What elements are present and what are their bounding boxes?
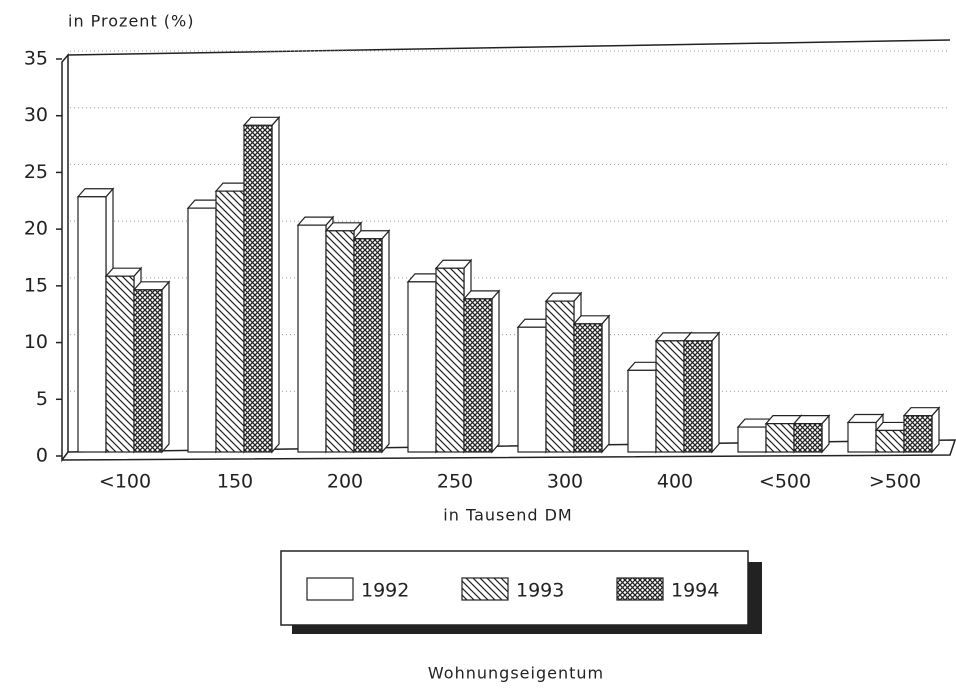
bar bbox=[215, 190, 245, 453]
x-tick-label: <500 bbox=[759, 471, 811, 493]
bar bbox=[793, 423, 823, 453]
y-tick-label: 5 bbox=[36, 388, 48, 410]
bar-side bbox=[271, 115, 280, 454]
legend-label: 1992 bbox=[361, 580, 409, 602]
y-tick-label: 35 bbox=[24, 48, 48, 70]
bar-top bbox=[462, 290, 501, 300]
y-axis-label: in Prozent (%) bbox=[68, 12, 194, 31]
bar bbox=[903, 415, 933, 453]
bar-top bbox=[132, 281, 171, 291]
y-axis-wall bbox=[61, 52, 69, 463]
bar-side bbox=[161, 280, 170, 454]
bar bbox=[683, 340, 713, 453]
bar-top bbox=[846, 413, 885, 424]
bar-top bbox=[434, 259, 473, 269]
x-tick-label: 250 bbox=[437, 471, 473, 493]
y-tick-label: 20 bbox=[24, 218, 48, 240]
bar bbox=[765, 423, 795, 453]
y-tick-label: 10 bbox=[24, 331, 48, 353]
y-tick-label: 15 bbox=[24, 274, 48, 296]
bar bbox=[297, 224, 327, 453]
bar-top bbox=[104, 267, 143, 277]
y-tick-label: 30 bbox=[24, 104, 48, 126]
bar-top bbox=[902, 407, 941, 417]
bar-top bbox=[76, 188, 115, 198]
x-tick-label: >500 bbox=[869, 471, 921, 493]
bar-top bbox=[572, 315, 611, 325]
bar bbox=[545, 300, 575, 453]
bar bbox=[325, 230, 355, 453]
x-tick-label: 200 bbox=[327, 471, 363, 493]
bar bbox=[133, 289, 163, 453]
bar bbox=[187, 207, 217, 453]
x-axis-label: in Tausend DM bbox=[443, 506, 572, 525]
legend-swatch bbox=[616, 577, 664, 601]
bar bbox=[517, 326, 547, 453]
bar bbox=[353, 238, 383, 453]
bar-top bbox=[792, 415, 831, 425]
bar-top bbox=[242, 116, 281, 126]
bar bbox=[105, 275, 135, 453]
floor bbox=[61, 439, 956, 461]
x-tick-label: 400 bbox=[657, 471, 693, 493]
bar bbox=[77, 196, 107, 453]
bar bbox=[847, 421, 877, 453]
x-tick-label: 300 bbox=[547, 471, 583, 493]
bar-top bbox=[296, 216, 335, 226]
bar bbox=[407, 281, 437, 453]
plot-top bbox=[67, 39, 951, 56]
bar-side bbox=[491, 289, 500, 454]
legend-label: 1994 bbox=[671, 580, 719, 602]
y-tick-label: 0 bbox=[36, 445, 48, 467]
bar bbox=[737, 426, 767, 453]
bar-top bbox=[544, 292, 583, 302]
legend-swatch bbox=[306, 577, 354, 601]
bar bbox=[435, 267, 465, 453]
bar-side bbox=[601, 314, 610, 454]
bar-top bbox=[324, 222, 363, 232]
x-tick-label: <100 bbox=[99, 471, 151, 493]
x-tick-label: 150 bbox=[217, 471, 253, 493]
bar bbox=[627, 369, 657, 453]
bar bbox=[875, 429, 905, 453]
bar-top bbox=[682, 332, 721, 342]
legend-label: 1993 bbox=[516, 580, 564, 602]
bar-side bbox=[381, 229, 390, 454]
bar bbox=[573, 323, 603, 453]
bar bbox=[463, 298, 493, 453]
bar-side bbox=[711, 331, 720, 454]
caption: Wohnungseigentum bbox=[428, 664, 604, 683]
legend bbox=[280, 550, 749, 626]
y-tick-label: 25 bbox=[24, 161, 48, 183]
bar bbox=[655, 340, 685, 453]
bar bbox=[243, 124, 273, 453]
legend-swatch bbox=[461, 577, 509, 601]
bar-top bbox=[352, 230, 391, 240]
